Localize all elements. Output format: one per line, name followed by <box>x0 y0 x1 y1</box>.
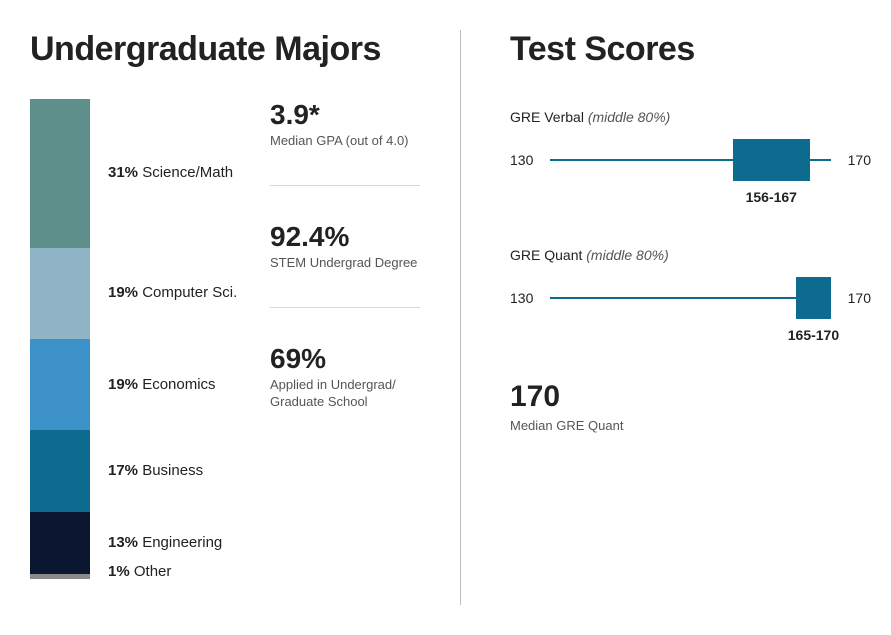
major-label: 13% Engineering <box>108 534 222 551</box>
bar-segment <box>30 248 90 339</box>
range-box-label: 156-167 <box>510 189 871 207</box>
range-box-label: 165-170 <box>510 327 871 345</box>
stat-value: 92.4% <box>270 221 470 253</box>
score-block: GRE Quant (middle 80%) 130 170 165-170 <box>510 247 871 345</box>
median-value: 170 <box>510 380 871 414</box>
range-box <box>796 277 831 319</box>
score-title: GRE Quant (middle 80%) <box>510 247 871 263</box>
stat-label: STEM Undergrad Degree <box>270 255 470 272</box>
majors-area: 31% Science/Math 19% Computer Sci. 19% Eco… <box>30 99 470 599</box>
stat-divider <box>270 307 420 308</box>
bar-segment <box>30 99 90 248</box>
scores-title: Test Scores <box>510 30 871 69</box>
range-track <box>550 277 831 319</box>
range-track <box>550 139 831 181</box>
infographic-container: Undergraduate Majors 31% Science/Math 19%… <box>0 0 891 635</box>
majors-labels: 31% Science/Math 19% Computer Sci. 19% Eco… <box>90 99 260 579</box>
range-max: 170 <box>841 290 871 306</box>
stat-label: Median GPA (out of 4.0) <box>270 133 470 150</box>
stats-column: 3.9* Median GPA (out of 4.0) 92.4% STEM … <box>260 99 470 599</box>
stat-value: 69% <box>270 343 470 375</box>
major-label: 19% Economics <box>108 376 216 393</box>
right-panel: Test Scores GRE Verbal (middle 80%) 130 17… <box>470 30 871 615</box>
majors-title: Undergraduate Majors <box>30 30 470 69</box>
median-block: 170 Median GRE Quant <box>510 380 871 433</box>
major-label: 17% Business <box>108 462 203 479</box>
range-chart: 130 170 <box>510 277 871 319</box>
vertical-divider <box>460 30 461 605</box>
bar-segment <box>30 339 90 430</box>
stat-applied: 69% Applied in Undergrad/ Graduate Schoo… <box>270 343 470 411</box>
major-label: 31% Science/Math <box>108 164 233 181</box>
bar-segment <box>30 430 90 512</box>
ranges-host: GRE Verbal (middle 80%)130170156-167GRE … <box>510 109 871 345</box>
left-panel: Undergraduate Majors 31% Science/Math 19%… <box>30 30 470 615</box>
stat-gpa: 3.9* Median GPA (out of 4.0) <box>270 99 470 150</box>
bar-segment <box>30 512 90 574</box>
major-label: 19% Computer Sci. <box>108 284 237 301</box>
major-label: 1% Other <box>108 563 171 580</box>
majors-stacked-bar <box>30 99 90 579</box>
range-chart: 130 170 <box>510 139 871 181</box>
score-block: GRE Verbal (middle 80%) 130 170 156-167 <box>510 109 871 207</box>
stat-divider <box>270 185 420 186</box>
stat-label: Applied in Undergrad/ Graduate School <box>270 377 470 411</box>
stat-value: 3.9* <box>270 99 470 131</box>
score-title: GRE Verbal (middle 80%) <box>510 109 871 125</box>
range-max: 170 <box>841 152 871 168</box>
bar-segment <box>30 574 90 579</box>
range-min: 130 <box>510 290 540 306</box>
range-box <box>733 139 810 181</box>
range-line <box>550 297 831 299</box>
range-min: 130 <box>510 152 540 168</box>
stat-stem: 92.4% STEM Undergrad Degree <box>270 221 470 272</box>
median-label: Median GRE Quant <box>510 418 871 433</box>
